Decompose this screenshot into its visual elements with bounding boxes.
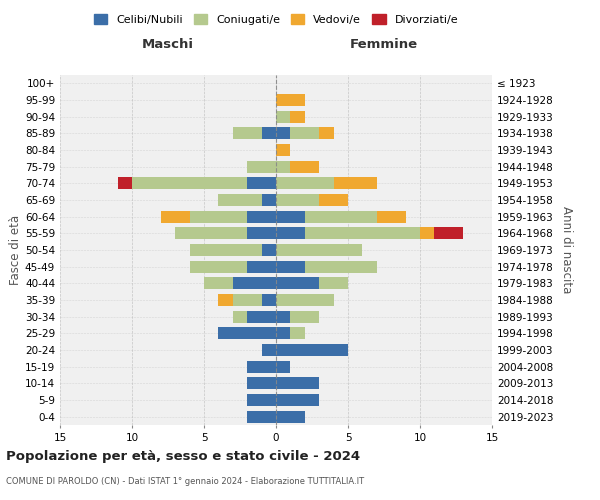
Bar	[262, 194, 276, 206]
Bar	[276, 210, 305, 222]
Bar	[233, 310, 247, 322]
Bar	[276, 310, 290, 322]
Bar	[218, 294, 233, 306]
Bar	[262, 294, 276, 306]
Bar	[276, 178, 334, 190]
Bar	[247, 160, 276, 172]
Y-axis label: Anni di nascita: Anni di nascita	[560, 206, 573, 294]
Bar	[276, 94, 305, 106]
Bar	[276, 328, 290, 340]
Bar	[420, 228, 434, 239]
Bar	[247, 378, 276, 390]
Bar	[262, 244, 276, 256]
Bar	[247, 260, 276, 272]
Text: Maschi: Maschi	[142, 38, 194, 51]
Bar	[118, 178, 132, 190]
Bar	[276, 144, 290, 156]
Bar	[218, 328, 276, 340]
Bar	[204, 278, 233, 289]
Bar	[434, 228, 463, 239]
Bar	[276, 378, 319, 390]
Bar	[276, 228, 305, 239]
Bar	[190, 210, 247, 222]
Bar	[290, 128, 319, 140]
Bar	[247, 178, 276, 190]
Bar	[247, 210, 276, 222]
Bar	[262, 128, 276, 140]
Bar	[276, 244, 362, 256]
Bar	[276, 294, 334, 306]
Bar	[175, 228, 247, 239]
Bar	[247, 228, 276, 239]
Bar	[290, 160, 319, 172]
Bar	[276, 360, 290, 372]
Bar	[262, 344, 276, 356]
Bar	[276, 160, 290, 172]
Bar	[233, 294, 262, 306]
Y-axis label: Fasce di età: Fasce di età	[9, 215, 22, 285]
Bar	[334, 178, 377, 190]
Bar	[319, 194, 348, 206]
Bar	[190, 244, 262, 256]
Bar	[247, 360, 276, 372]
Bar	[276, 278, 319, 289]
Bar	[276, 394, 319, 406]
Bar	[290, 328, 305, 340]
Bar	[132, 178, 247, 190]
Bar	[305, 210, 377, 222]
Bar	[276, 260, 305, 272]
Bar	[218, 194, 262, 206]
Bar	[247, 310, 276, 322]
Bar	[233, 278, 276, 289]
Bar	[233, 128, 262, 140]
Bar	[276, 410, 305, 422]
Text: Popolazione per età, sesso e stato civile - 2024: Popolazione per età, sesso e stato civil…	[6, 450, 360, 463]
Bar	[290, 110, 305, 122]
Bar	[276, 110, 290, 122]
Bar	[247, 394, 276, 406]
Bar	[305, 228, 420, 239]
Legend: Celibi/Nubili, Coniugati/e, Vedovi/e, Divorziati/e: Celibi/Nubili, Coniugati/e, Vedovi/e, Di…	[91, 10, 461, 28]
Bar	[377, 210, 406, 222]
Text: Femmine: Femmine	[350, 38, 418, 51]
Text: COMUNE DI PAROLDO (CN) - Dati ISTAT 1° gennaio 2024 - Elaborazione TUTTITALIA.IT: COMUNE DI PAROLDO (CN) - Dati ISTAT 1° g…	[6, 478, 364, 486]
Bar	[276, 128, 290, 140]
Bar	[161, 210, 190, 222]
Bar	[319, 128, 334, 140]
Bar	[190, 260, 247, 272]
Bar	[276, 344, 348, 356]
Bar	[247, 410, 276, 422]
Bar	[305, 260, 377, 272]
Bar	[319, 278, 348, 289]
Bar	[276, 194, 319, 206]
Bar	[290, 310, 319, 322]
